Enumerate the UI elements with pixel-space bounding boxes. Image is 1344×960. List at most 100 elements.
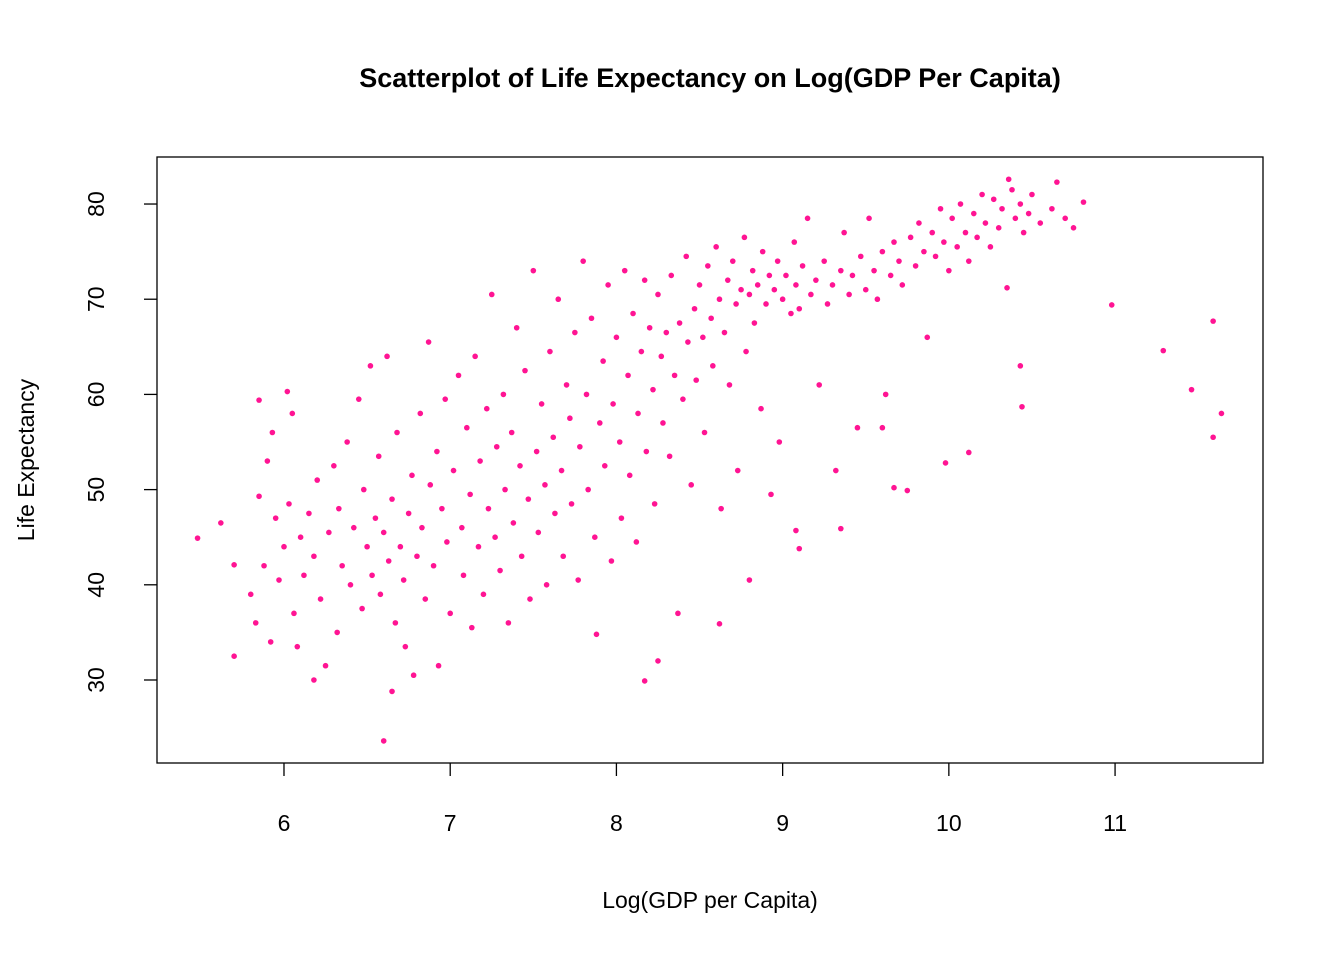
point bbox=[380, 738, 387, 744]
point bbox=[776, 439, 783, 445]
point bbox=[422, 596, 429, 602]
point bbox=[746, 577, 753, 583]
point bbox=[655, 291, 661, 298]
point bbox=[252, 620, 259, 626]
point bbox=[289, 410, 296, 417]
point bbox=[380, 529, 387, 536]
point bbox=[567, 415, 573, 422]
point bbox=[547, 348, 553, 355]
point bbox=[272, 515, 279, 521]
point bbox=[799, 263, 806, 269]
point bbox=[610, 401, 616, 407]
point bbox=[921, 248, 927, 255]
point bbox=[583, 391, 590, 398]
point bbox=[954, 244, 960, 250]
point bbox=[409, 472, 415, 479]
point bbox=[862, 286, 869, 293]
point bbox=[194, 535, 201, 541]
point bbox=[882, 391, 889, 398]
point bbox=[758, 405, 764, 412]
point bbox=[311, 677, 317, 683]
point bbox=[350, 524, 357, 531]
point bbox=[464, 424, 470, 431]
point bbox=[286, 501, 292, 507]
point bbox=[965, 258, 972, 264]
point bbox=[510, 520, 517, 526]
point bbox=[734, 467, 741, 474]
point bbox=[543, 581, 550, 588]
point bbox=[1037, 220, 1044, 226]
point bbox=[1210, 434, 1216, 441]
point bbox=[808, 291, 814, 298]
point bbox=[804, 215, 811, 222]
point bbox=[500, 391, 507, 398]
point bbox=[701, 429, 708, 436]
y-tick-label: 70 bbox=[83, 286, 109, 312]
point bbox=[291, 610, 297, 617]
point bbox=[497, 567, 503, 574]
point bbox=[970, 210, 977, 217]
point bbox=[492, 534, 498, 541]
point bbox=[793, 282, 799, 288]
point bbox=[518, 553, 525, 560]
point bbox=[469, 624, 475, 631]
point bbox=[650, 386, 656, 393]
point bbox=[1070, 225, 1077, 231]
point bbox=[355, 396, 362, 402]
point bbox=[1025, 210, 1032, 217]
point bbox=[779, 296, 786, 303]
point bbox=[377, 591, 384, 598]
point bbox=[326, 529, 332, 536]
point bbox=[999, 205, 1005, 212]
point bbox=[676, 320, 683, 326]
y-tick-label: 30 bbox=[83, 667, 109, 693]
point bbox=[435, 662, 442, 669]
point bbox=[284, 388, 291, 395]
point bbox=[264, 458, 271, 464]
point bbox=[439, 505, 445, 512]
point bbox=[450, 467, 457, 474]
point bbox=[550, 434, 557, 441]
point bbox=[267, 639, 274, 645]
point bbox=[530, 267, 537, 274]
point bbox=[949, 215, 955, 222]
point bbox=[641, 678, 648, 684]
point bbox=[425, 339, 432, 345]
point bbox=[360, 486, 367, 493]
point bbox=[314, 477, 321, 483]
point bbox=[410, 672, 417, 679]
point bbox=[385, 558, 392, 564]
point bbox=[535, 529, 542, 536]
x-tick-label: 10 bbox=[936, 810, 962, 836]
point bbox=[336, 505, 342, 512]
point bbox=[538, 401, 545, 407]
point bbox=[771, 286, 778, 293]
point bbox=[633, 539, 640, 545]
point bbox=[1004, 284, 1010, 291]
point bbox=[846, 291, 852, 298]
point bbox=[746, 291, 753, 298]
point bbox=[552, 510, 558, 517]
point bbox=[1108, 302, 1115, 308]
point bbox=[849, 272, 856, 279]
point bbox=[477, 458, 483, 464]
point bbox=[585, 486, 591, 493]
point bbox=[414, 553, 420, 560]
point bbox=[502, 486, 508, 493]
point bbox=[625, 372, 631, 379]
point bbox=[754, 282, 761, 288]
point bbox=[887, 272, 894, 279]
point bbox=[660, 420, 666, 426]
point bbox=[696, 282, 703, 288]
point bbox=[402, 643, 409, 650]
point bbox=[641, 277, 648, 283]
point bbox=[974, 234, 980, 241]
point bbox=[588, 315, 595, 322]
point bbox=[932, 253, 939, 260]
point bbox=[813, 277, 819, 283]
point bbox=[854, 424, 861, 431]
point bbox=[793, 527, 799, 534]
point bbox=[904, 487, 911, 494]
plot-frame bbox=[156, 156, 1264, 764]
point bbox=[447, 610, 454, 617]
